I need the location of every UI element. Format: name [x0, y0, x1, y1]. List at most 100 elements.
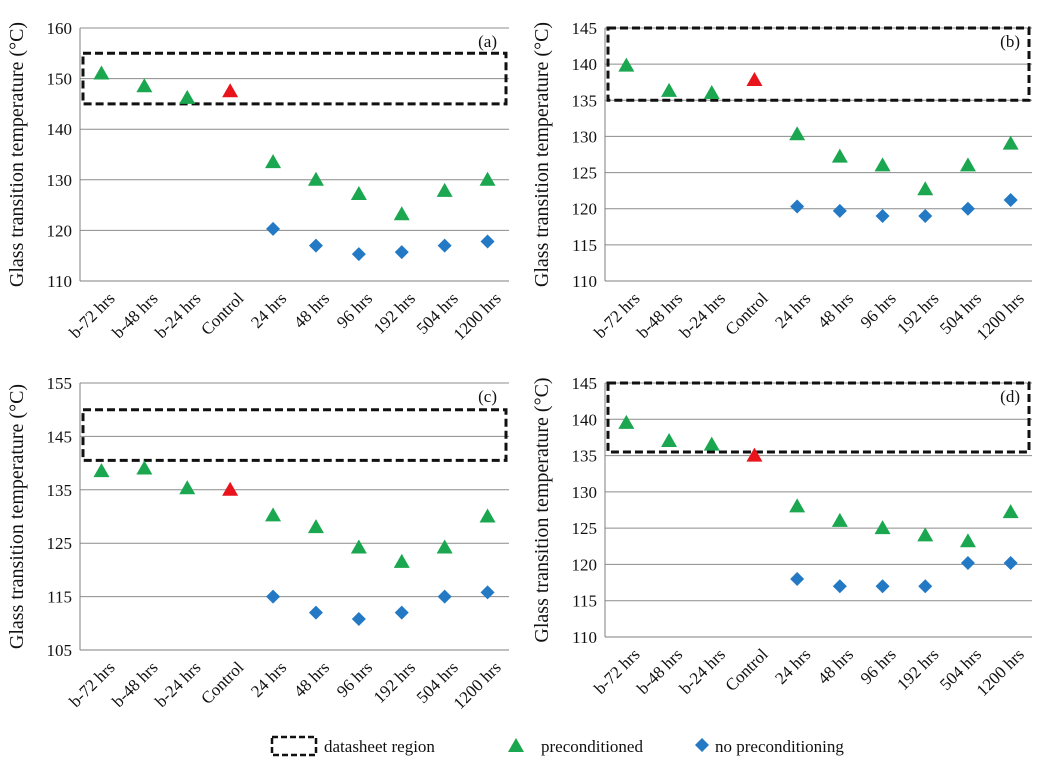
no-preconditioning-point	[875, 579, 890, 594]
preconditioned-point	[136, 78, 153, 93]
x-tick-label: 48 hrs	[290, 658, 333, 701]
legend: datasheet region preconditioned no preco…	[270, 735, 844, 757]
no-preconditioning-point	[832, 579, 847, 594]
preconditioned-point	[789, 498, 806, 513]
preconditioned-point	[393, 206, 410, 221]
x-tick-label: 24 hrs	[771, 289, 814, 332]
legend-datasheet-swatch	[270, 735, 318, 757]
panel-label: (c)	[478, 387, 497, 406]
no-preconditioning-point	[790, 199, 805, 214]
x-tick-label: 1200 hrs	[450, 289, 505, 344]
datasheet-region-box	[81, 51, 508, 106]
no-preconditioning-point	[437, 238, 452, 253]
x-tick-label: b-24 hrs	[151, 658, 204, 711]
preconditioned-point	[179, 89, 196, 104]
y-tick-label: 130	[47, 171, 73, 190]
x-tick-label: 48 hrs	[814, 289, 857, 332]
preconditioned-point	[789, 126, 806, 141]
y-axis-title: Glass transition temperature (°C)	[6, 22, 28, 287]
preconditioned-point	[1002, 504, 1019, 519]
preconditioned-point	[874, 157, 891, 172]
x-tick-label: b-24 hrs	[151, 289, 204, 342]
preconditioned-point	[307, 171, 324, 186]
legend-preconditioned-label: preconditioned	[541, 737, 643, 756]
no-preconditioning-point	[266, 221, 281, 236]
no-preconditioning-point	[960, 555, 975, 570]
preconditioned-point	[93, 463, 110, 478]
preconditioned-point	[661, 433, 678, 448]
preconditioned-point	[479, 508, 496, 523]
x-tick-label: b-72 hrs	[66, 289, 119, 342]
y-tick-label: 120	[47, 221, 73, 240]
preconditioned-point	[831, 148, 848, 163]
x-tick-label: 1200 hrs	[973, 289, 1028, 344]
x-tick-label: 48 hrs	[290, 289, 333, 332]
y-tick-label: 115	[47, 588, 72, 607]
x-tick-label: b-48 hrs	[108, 289, 161, 342]
x-tick-label: 24 hrs	[771, 645, 814, 688]
y-tick-label: 105	[47, 641, 73, 660]
chart-panel-0: 110 120 130 140 150 160 (a) Glass transition te…	[6, 19, 509, 344]
y-tick-label: 125	[47, 534, 73, 553]
x-tick-label: b-48 hrs	[633, 645, 686, 698]
no-preconditioning-point	[394, 245, 409, 260]
preconditioned-point	[136, 460, 153, 475]
no-preconditioning-point	[308, 238, 323, 253]
y-tick-label: 160	[47, 19, 73, 38]
x-tick-label: Control	[722, 645, 772, 695]
x-tick-label: 192 hrs	[893, 645, 942, 694]
y-tick-label: 155	[47, 374, 73, 393]
chart-panel-3: 110 115 120 125 130 135 140 145 (d) Glass transit…	[531, 374, 1032, 700]
y-tick-label: 150	[47, 70, 73, 89]
control-point	[222, 83, 239, 98]
legend-no-preconditioning-marker	[695, 738, 709, 752]
y-tick-label: 110	[572, 272, 597, 291]
x-tick-label: 192 hrs	[370, 658, 419, 707]
y-axis-title: Glass transition temperature (°C)	[6, 384, 28, 649]
no-preconditioning-point	[832, 203, 847, 218]
x-tick-label: b-24 hrs	[676, 645, 729, 698]
x-tick-label: 192 hrs	[893, 289, 942, 338]
x-tick-label: b-48 hrs	[108, 658, 161, 711]
datasheet-region-box	[81, 408, 508, 462]
x-tick-label: b-72 hrs	[590, 289, 643, 342]
preconditioned-point	[917, 527, 934, 542]
preconditioned-point	[1002, 135, 1019, 150]
panel-label: (b)	[1000, 32, 1020, 51]
no-preconditioning-point	[308, 605, 323, 620]
no-preconditioning-point	[918, 579, 933, 594]
chart-panel-2: 105 115 125 135 145 155 (c) Glass transition te…	[6, 374, 509, 713]
y-tick-label: 110	[47, 272, 72, 291]
preconditioned-point	[661, 82, 678, 97]
preconditioned-point	[265, 154, 282, 169]
y-tick-label: 145	[572, 19, 598, 38]
y-tick-label: 125	[572, 519, 598, 538]
no-preconditioning-point	[1003, 555, 1018, 570]
legend-preconditioned-marker	[508, 738, 524, 752]
x-tick-label: b-48 hrs	[633, 289, 686, 342]
x-tick-label: b-24 hrs	[676, 289, 729, 342]
no-preconditioning-point	[351, 247, 366, 262]
y-axis-title: Glass transition temperature (°C)	[531, 22, 553, 287]
preconditioned-point	[959, 157, 976, 172]
preconditioned-point	[265, 507, 282, 522]
x-tick-label: 1200 hrs	[973, 645, 1028, 700]
legend-datasheet-label: datasheet region	[324, 737, 435, 756]
preconditioned-point	[917, 181, 934, 196]
panel-label: (d)	[1000, 387, 1020, 406]
y-tick-label: 125	[572, 164, 598, 183]
y-tick-label: 110	[572, 628, 597, 647]
no-preconditioning-point	[960, 201, 975, 216]
chart-panel-1: 110 115 120 125 130 135 140 145 (b) Glass transit…	[531, 19, 1032, 344]
y-tick-label: 135	[47, 481, 73, 500]
panel-label: (a)	[478, 32, 497, 51]
x-tick-label: b-72 hrs	[66, 658, 119, 711]
y-axis-title: Glass transition temperature (°C)	[531, 377, 553, 642]
y-tick-label: 120	[572, 555, 598, 574]
panels-group: 110 120 130 140 150 160 (a) Glass transition te…	[6, 19, 1032, 713]
preconditioned-point	[874, 520, 891, 535]
control-point	[222, 481, 239, 496]
preconditioned-point	[436, 182, 453, 197]
control-point	[746, 447, 763, 462]
